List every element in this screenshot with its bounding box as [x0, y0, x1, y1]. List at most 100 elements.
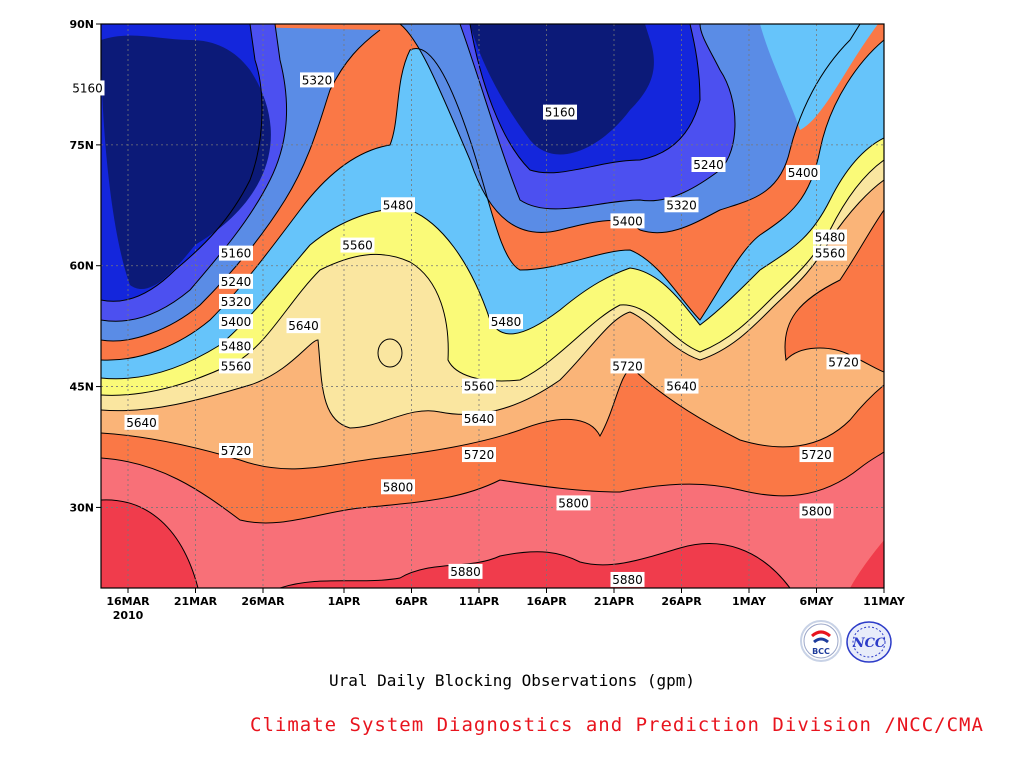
- contour-ellipse: [377, 338, 403, 368]
- contour-label: 5240: [219, 273, 253, 289]
- contour-label-box: [813, 229, 847, 245]
- contour-label: 5640: [462, 410, 496, 426]
- contour-label-box: [300, 72, 334, 88]
- contour-label-box: [124, 414, 159, 430]
- contour-fills: [101, 24, 884, 588]
- contour-label-text: 5640: [666, 380, 697, 394]
- contour-lines: [101, 24, 884, 588]
- contour-label-text: 5720: [464, 448, 495, 462]
- contour-label-box: [664, 197, 699, 213]
- chart-title: Ural Daily Blocking Observations (gpm): [328, 671, 696, 690]
- contour-label-text: 5400: [221, 315, 252, 329]
- plot-frame: [100, 23, 885, 589]
- contour-label: 5880: [610, 571, 645, 587]
- contour-label-text: 5560: [815, 247, 846, 261]
- contour-label-box: [70, 80, 105, 96]
- contour-label: 5560: [219, 358, 253, 374]
- contour-label: 5880: [448, 563, 483, 579]
- contour-label-text: 5560: [221, 359, 252, 373]
- contour-label: 5720: [610, 358, 645, 374]
- band-core: [101, 24, 654, 290]
- band-5560: [101, 160, 884, 428]
- contour-label: 5160: [543, 104, 577, 120]
- contour-label-box: [786, 165, 820, 181]
- contour-label-text: 5320: [302, 73, 333, 87]
- x-tick-label: 6MAY: [799, 595, 834, 608]
- contour-label-box: [448, 563, 483, 579]
- contour-label-box: [799, 503, 834, 519]
- contour-label-text: 5480: [221, 339, 252, 353]
- band-5720: [101, 368, 884, 523]
- contour-label-box: [813, 245, 847, 261]
- contour-label-text: 5160: [221, 247, 252, 261]
- contour-label-text: 5160: [545, 106, 576, 120]
- contour-label-box: [381, 197, 415, 213]
- svg-text:NCC: NCC: [852, 636, 886, 651]
- contour-label: 5160: [70, 80, 105, 96]
- contour-label: 5800: [799, 503, 834, 519]
- x-tick-label: 16MAR: [106, 595, 150, 608]
- y-tick-label: 60N: [69, 260, 94, 273]
- contour-label-text: 5320: [666, 198, 697, 212]
- contour-label-box: [219, 293, 253, 309]
- contour-label-text: 5480: [383, 198, 414, 212]
- band-5640: [101, 180, 884, 469]
- contour-label-text: 5560: [342, 239, 373, 253]
- contour-label: 5480: [219, 338, 253, 354]
- contour-label-box: [219, 338, 253, 354]
- contour-label: 5240: [691, 157, 726, 172]
- svg-text:BCC: BCC: [812, 647, 830, 656]
- x-tick-label: 1MAY: [732, 595, 767, 608]
- contour-label: 5400: [786, 165, 820, 181]
- contour-label-box: [219, 443, 253, 459]
- contour-label: 5400: [610, 213, 645, 229]
- contour-label-text: 5720: [221, 444, 252, 458]
- contour-label-box: [286, 318, 321, 334]
- band-5800: [101, 452, 884, 588]
- contour-label: 5640: [286, 318, 321, 334]
- contour-label-text: 5640: [288, 319, 319, 333]
- contour-label: 5720: [462, 447, 496, 463]
- contour-label-box: [219, 358, 253, 374]
- contour-label-box: [664, 378, 699, 394]
- x-tick-label: 26MAR: [241, 595, 285, 608]
- contour-label-text: 5160: [72, 81, 103, 95]
- ncc-logo: NCC: [845, 620, 892, 664]
- contour-label: 5480: [489, 314, 523, 330]
- contour-label-box: [826, 354, 861, 370]
- contour-label: 5720: [799, 447, 834, 463]
- contour-label-box: [462, 410, 496, 426]
- band-topright: [760, 24, 878, 130]
- grid: [101, 24, 884, 588]
- contour-label-box: [556, 495, 591, 511]
- contour-label-text: 5880: [450, 565, 481, 579]
- contour-label-text: 5400: [788, 166, 819, 180]
- y-tick-label: 30N: [69, 501, 94, 514]
- x-tick-label: 6APR: [395, 595, 428, 608]
- contour-label-box: [219, 273, 253, 289]
- contour-label-text: 5240: [693, 158, 724, 172]
- x-tick-label: 11APR: [459, 595, 500, 608]
- contour-label: 5640: [664, 378, 699, 394]
- contour-label-text: 5880: [612, 573, 643, 587]
- contour-label: 5400: [219, 314, 253, 330]
- contour-label: 5720: [219, 443, 253, 459]
- contour-label: 5560: [340, 237, 375, 253]
- x-tick-label: 21APR: [594, 595, 635, 608]
- contour-label-box: [381, 479, 415, 495]
- band-5880: [101, 499, 884, 588]
- contour-label: 5560: [813, 245, 847, 261]
- contour-label: 5320: [219, 293, 253, 309]
- contour-label: 5320: [664, 197, 699, 213]
- contour-labels: 5160 5160 5160 5320 5240 5400 5480 5320 5400 5560…: [70, 72, 861, 587]
- credit-line: Climate System Diagnostics and Predictio…: [250, 714, 984, 736]
- contour-label-text: 5560: [464, 380, 495, 394]
- contour-label-text: 5240: [221, 275, 252, 289]
- contour-label-text: 5480: [815, 231, 846, 245]
- contour-label: 5480: [813, 229, 847, 245]
- x-tick-label: 11MAY: [863, 595, 906, 608]
- contour-label-text: 5720: [828, 355, 859, 369]
- y-axis: 30N 45N 60N 75N 90N: [69, 18, 101, 514]
